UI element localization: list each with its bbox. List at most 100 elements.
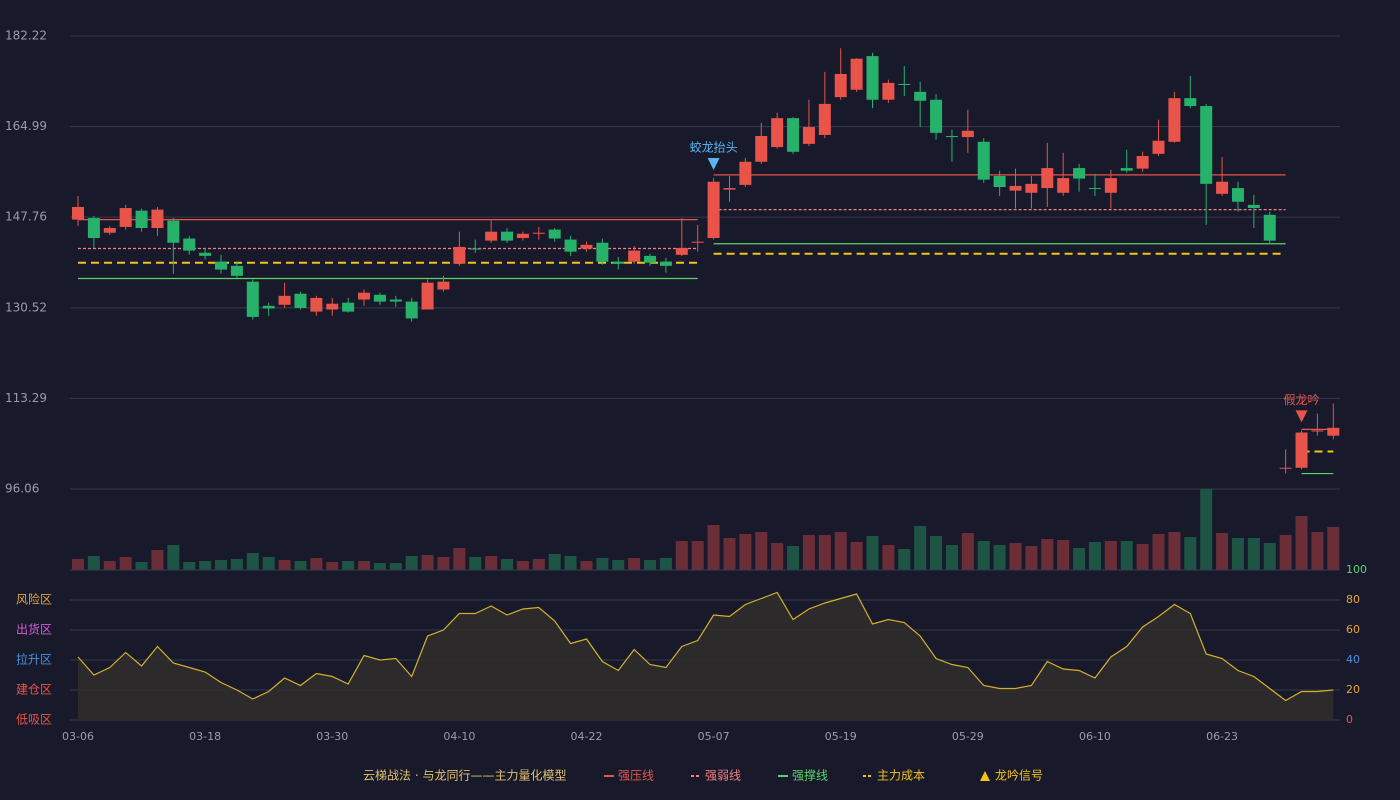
y-tick-label: 164.99 bbox=[5, 119, 47, 133]
volume-bar bbox=[501, 559, 514, 570]
chart-title: 云梯战法 · 与龙同行——主力量化模型 bbox=[363, 769, 566, 783]
candle-body bbox=[1295, 432, 1308, 468]
x-tick-label: 03-30 bbox=[316, 730, 348, 743]
volume-bar bbox=[818, 535, 831, 570]
volume-bar bbox=[866, 536, 879, 570]
x-tick-label: 04-10 bbox=[443, 730, 475, 743]
candle-body bbox=[1136, 155, 1149, 169]
volume-bar bbox=[342, 561, 355, 570]
volume-bar bbox=[850, 542, 863, 570]
candle-body bbox=[644, 255, 657, 263]
volume-bar bbox=[1073, 548, 1086, 570]
candle-body bbox=[1263, 214, 1276, 241]
candle-body bbox=[802, 127, 815, 144]
volume-bar bbox=[691, 541, 704, 570]
candle-body bbox=[612, 261, 625, 264]
candle-body bbox=[961, 130, 974, 138]
volume-bar bbox=[977, 541, 990, 570]
candle-body bbox=[119, 208, 132, 227]
x-tick-label: 05-07 bbox=[698, 730, 730, 743]
volume-bar bbox=[914, 526, 927, 570]
volume-bar bbox=[1009, 543, 1022, 570]
candle-body bbox=[72, 206, 84, 220]
candle-body bbox=[707, 181, 720, 238]
candle-body bbox=[834, 73, 847, 98]
volume-bar bbox=[199, 561, 212, 570]
candle-body bbox=[866, 56, 879, 100]
volume-bar bbox=[135, 562, 148, 570]
volume-bar bbox=[612, 560, 625, 570]
candle-body bbox=[993, 175, 1006, 187]
candle-body bbox=[771, 118, 784, 148]
volume-bar bbox=[1216, 533, 1229, 570]
candle-body bbox=[310, 297, 323, 312]
x-tick-label: 05-19 bbox=[825, 730, 857, 743]
volume-bar bbox=[1136, 544, 1149, 570]
volume-bar bbox=[1152, 534, 1165, 570]
volume-bar bbox=[1041, 539, 1054, 570]
volume-bar bbox=[358, 561, 371, 570]
candle-body bbox=[1120, 168, 1133, 171]
y-tick-label: 20 bbox=[1346, 683, 1360, 696]
volume-bar bbox=[453, 548, 466, 570]
legend-label: 主力成本 bbox=[877, 769, 925, 783]
zone-label: 出货区 bbox=[16, 622, 52, 637]
candle-body bbox=[691, 241, 704, 243]
candle-body bbox=[167, 220, 180, 243]
candle-body bbox=[596, 242, 609, 262]
candle-body bbox=[421, 282, 434, 310]
y-tick-label: 100 bbox=[1346, 563, 1367, 576]
candle-body bbox=[977, 141, 990, 180]
candle-body bbox=[580, 244, 593, 249]
candle-body bbox=[723, 188, 736, 190]
volume-bar bbox=[246, 553, 259, 570]
volume-bar bbox=[1279, 535, 1292, 570]
volume-bar bbox=[183, 562, 196, 570]
annotation: 蛟龙抬头 bbox=[690, 140, 738, 155]
volume-bar bbox=[723, 538, 736, 570]
candle-body bbox=[1247, 204, 1260, 209]
candle-body bbox=[1073, 168, 1086, 179]
legend-label: 强压线 bbox=[618, 769, 654, 783]
volume-bar bbox=[405, 556, 418, 570]
volume-bar bbox=[834, 532, 847, 570]
y-tick-label: 147.76 bbox=[5, 210, 47, 224]
candle-body bbox=[1057, 178, 1070, 193]
volume-bar bbox=[1088, 542, 1101, 570]
area-fill bbox=[78, 592, 1334, 720]
volume-bar bbox=[167, 545, 180, 570]
candle-body bbox=[850, 58, 863, 90]
y-tick-label: 182.22 bbox=[5, 29, 47, 43]
volume-bar bbox=[564, 556, 577, 570]
volume-bar bbox=[72, 559, 84, 570]
y-tick-label: 80 bbox=[1346, 593, 1360, 606]
volume-bar bbox=[151, 550, 164, 570]
candle-body bbox=[183, 238, 196, 251]
volume-bar bbox=[961, 533, 974, 570]
volume-bar bbox=[1295, 516, 1308, 570]
candle-body bbox=[914, 91, 927, 101]
volume-bar bbox=[1120, 541, 1133, 570]
volume-bar bbox=[437, 557, 450, 570]
volume-bar bbox=[675, 541, 688, 570]
y-tick-label: 113.29 bbox=[5, 391, 47, 405]
candle-body bbox=[1041, 168, 1054, 189]
y-tick-label: 0 bbox=[1346, 713, 1353, 726]
candle-body bbox=[945, 136, 958, 138]
candle-body bbox=[898, 83, 911, 86]
zone-label: 低吸区 bbox=[16, 713, 52, 727]
volume-bar bbox=[755, 532, 768, 570]
candle-body bbox=[389, 299, 402, 302]
candle-body bbox=[516, 233, 529, 238]
candle-body bbox=[453, 246, 466, 264]
candle-body bbox=[564, 239, 577, 252]
candle-body bbox=[675, 247, 688, 255]
y-tick-label: 60 bbox=[1346, 623, 1360, 636]
candle-body bbox=[1152, 140, 1165, 154]
candle-body bbox=[342, 302, 355, 312]
candle-body bbox=[628, 250, 641, 262]
x-tick-label: 03-06 bbox=[62, 730, 94, 743]
candle-body bbox=[262, 305, 275, 309]
candle-body bbox=[1088, 188, 1101, 190]
candle-body bbox=[278, 295, 291, 305]
